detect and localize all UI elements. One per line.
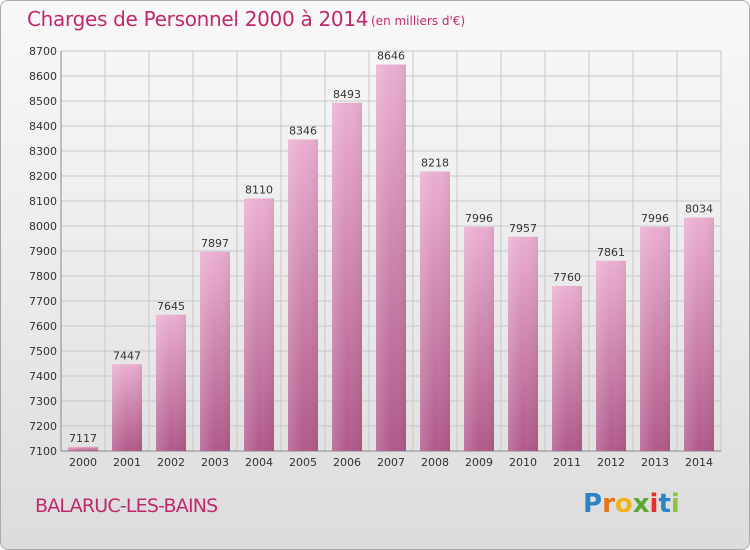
logo-letter: i xyxy=(670,489,680,519)
bar-shine xyxy=(112,364,142,451)
data-label: 8493 xyxy=(333,88,361,101)
bar-shine xyxy=(508,236,538,451)
bar-shine xyxy=(200,251,230,451)
y-tick-label: 8300 xyxy=(29,145,57,158)
y-tick-label: 8500 xyxy=(29,95,57,108)
x-tick-label: 2000 xyxy=(69,456,97,469)
data-label: 7645 xyxy=(157,300,185,313)
x-tick-label: 2014 xyxy=(685,456,713,469)
bar-shine xyxy=(420,171,450,451)
x-tick-label: 2005 xyxy=(289,456,317,469)
data-label: 7861 xyxy=(597,246,625,259)
bar-shine xyxy=(464,227,494,451)
data-label: 7760 xyxy=(553,271,581,284)
y-tick-label: 8200 xyxy=(29,170,57,183)
logo-letter: x xyxy=(632,489,650,519)
data-label: 8110 xyxy=(245,184,273,197)
logo-letter: r xyxy=(602,489,615,519)
x-tick-label: 2013 xyxy=(641,456,669,469)
y-tick-label: 8700 xyxy=(29,45,57,58)
y-tick-label: 7400 xyxy=(29,370,57,383)
y-tick-label: 7800 xyxy=(29,270,57,283)
y-tick-label: 8600 xyxy=(29,70,57,83)
bar-shine xyxy=(68,446,98,451)
y-tick-label: 7500 xyxy=(29,345,57,358)
data-label: 7117 xyxy=(69,432,97,445)
bar-shine xyxy=(156,314,186,451)
y-tick-label: 7100 xyxy=(29,445,57,458)
proxiti-logo: Proxiti xyxy=(583,489,680,519)
data-label: 7447 xyxy=(113,349,141,362)
chart-title: Charges de Personnel 2000 à 2014 xyxy=(27,7,369,31)
y-tick-label: 7600 xyxy=(29,320,57,333)
x-tick-label: 2008 xyxy=(421,456,449,469)
data-label: 7957 xyxy=(509,222,537,235)
y-tick-label: 7900 xyxy=(29,245,57,258)
x-tick-label: 2011 xyxy=(553,456,581,469)
logo-letter: o xyxy=(614,489,633,519)
y-tick-label: 7200 xyxy=(29,420,57,433)
bar-shine xyxy=(332,102,362,451)
y-tick-label: 8400 xyxy=(29,120,57,133)
x-tick-label: 2007 xyxy=(377,456,405,469)
bar-shine xyxy=(640,227,670,451)
logo-letter: P xyxy=(583,489,603,519)
bar-shine xyxy=(244,198,274,451)
data-label: 7996 xyxy=(641,212,669,225)
bar-shine xyxy=(552,286,582,451)
bar-shine xyxy=(288,139,318,451)
bar-shine xyxy=(684,217,714,451)
data-label: 7996 xyxy=(465,212,493,225)
x-tick-label: 2010 xyxy=(509,456,537,469)
x-tick-label: 2012 xyxy=(597,456,625,469)
y-tick-label: 7700 xyxy=(29,295,57,308)
x-tick-label: 2002 xyxy=(157,456,185,469)
x-tick-label: 2004 xyxy=(245,456,273,469)
logo-letter: i xyxy=(649,489,659,519)
y-tick-label: 7300 xyxy=(29,395,57,408)
y-tick-label: 8100 xyxy=(29,195,57,208)
x-tick-label: 2009 xyxy=(465,456,493,469)
x-tick-label: 2006 xyxy=(333,456,361,469)
data-label: 8346 xyxy=(289,125,317,138)
bar-shine xyxy=(376,64,406,451)
chart-subtitle: (en milliers d'€) xyxy=(371,14,466,28)
y-tick-label: 8000 xyxy=(29,220,57,233)
data-label: 8218 xyxy=(421,157,449,170)
commune-name: BALARUC-LES-BAINS xyxy=(35,495,218,517)
x-tick-label: 2001 xyxy=(113,456,141,469)
data-label: 8034 xyxy=(685,203,713,216)
x-tick-label: 2003 xyxy=(201,456,229,469)
data-label: 8646 xyxy=(377,50,405,63)
logo-letter: t xyxy=(658,489,671,519)
data-label: 7897 xyxy=(201,237,229,250)
bar-shine xyxy=(596,260,626,451)
